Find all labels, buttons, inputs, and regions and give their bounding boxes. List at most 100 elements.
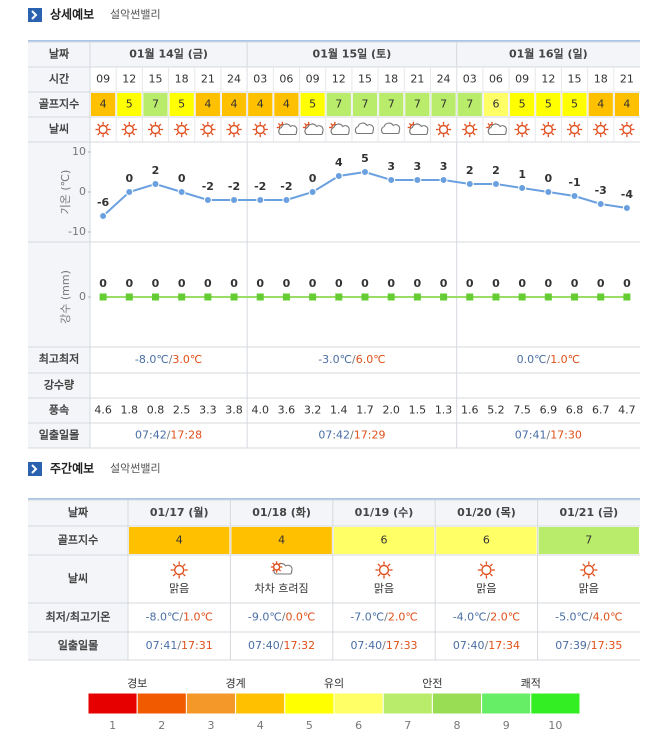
value-label: 0 [492, 277, 500, 290]
sun-core [438, 124, 449, 135]
golf-cell [91, 93, 116, 116]
wind-speed: 3.3 [199, 404, 217, 417]
text-part: 1.0℃ [550, 353, 580, 366]
sun-ray [210, 123, 214, 127]
scale-number: 10 [548, 719, 562, 732]
sun-icon [95, 121, 111, 138]
wind-speed: 4.6 [94, 404, 112, 417]
wind-speed: 3.8 [225, 404, 243, 417]
sun-icon [462, 121, 478, 138]
sun-ray [97, 123, 101, 127]
golf-index: 4 [597, 98, 604, 111]
golf-index: 4 [278, 534, 285, 547]
data-point [334, 172, 343, 180]
wind-speed: 5.2 [487, 404, 505, 417]
sunrise-sunset: 07:40/17:34 [453, 639, 520, 652]
scale-box [481, 692, 532, 715]
y-axis-title: 강수 (mm) [59, 270, 72, 324]
text-part: 07:42 [135, 429, 167, 442]
golf-index: 5 [545, 98, 552, 111]
sun-ray [236, 132, 240, 136]
day-date: 01/20 (목) [457, 506, 516, 519]
time-label: 18 [175, 73, 189, 86]
day-date: 01/19 (수) [355, 506, 414, 519]
sun-ray [582, 573, 586, 577]
row-label: 날짜 [49, 47, 70, 61]
golf-index: 7 [362, 98, 369, 111]
data-point [178, 293, 186, 301]
text-part: / [350, 429, 354, 442]
value-label: -2 [254, 180, 266, 193]
data-point [518, 184, 527, 192]
sun-icon [435, 121, 452, 138]
text-part: / [177, 639, 181, 652]
weather-text: 차차 흐려짐 [255, 582, 309, 595]
sun-core [543, 124, 554, 135]
sun-icon [200, 121, 216, 138]
wind-speed: 4.0 [251, 404, 269, 417]
scale-number: 1 [109, 719, 116, 732]
sun-ray [149, 123, 153, 127]
section-title: 주간예보 [50, 461, 94, 476]
text-part: -4.0℃ [453, 611, 487, 624]
min-max: -8.0℃/3.0℃ [135, 353, 202, 366]
sun-core [272, 563, 281, 571]
sun-ray [516, 132, 520, 136]
text-part: / [589, 611, 593, 624]
scale-box [431, 692, 483, 715]
sun-ray [516, 123, 520, 127]
value-label: 0 [99, 277, 107, 290]
text-part: 17:32 [283, 639, 315, 652]
sun-ray [603, 132, 607, 136]
text-part: 6.0℃ [356, 353, 386, 366]
sunrise-sunset: 07:40/17:33 [350, 639, 417, 652]
sun-ray [542, 132, 546, 136]
golf-cell [143, 93, 168, 116]
sun-ray [184, 123, 188, 127]
golf-index: 5 [126, 98, 133, 111]
value-label: 0 [125, 277, 133, 290]
cloud-shape [409, 123, 429, 136]
sun-ray [621, 132, 624, 136]
golf-index: 4 [204, 98, 211, 111]
min-max: -7.0℃/2.0℃ [350, 611, 417, 624]
section-location: 설악썬밸리 [110, 462, 161, 475]
golf-index: 7 [414, 98, 421, 111]
data-point [387, 176, 396, 184]
sun-ray [551, 123, 555, 127]
sun-ray [272, 562, 275, 565]
golf-index: 4 [100, 98, 107, 111]
sun-ray [330, 123, 333, 126]
row-label: 일출일몰 [39, 428, 79, 442]
sun-ray [158, 132, 162, 136]
golf-cell [195, 93, 220, 116]
sun-core [176, 124, 187, 135]
sun-ray [149, 132, 153, 136]
section-arrow [31, 10, 38, 20]
value-label: 1 [518, 168, 526, 181]
sunrise-sunset: 07:42/17:28 [135, 429, 202, 442]
data-point [177, 188, 186, 196]
sun-icon [580, 561, 598, 579]
data-point [413, 293, 421, 301]
golf-cell [117, 93, 142, 116]
scale-number: 7 [404, 719, 411, 732]
sun-ray [487, 123, 490, 126]
value-label: -2 [202, 180, 214, 193]
wind-speed: 4.7 [618, 404, 636, 417]
scale-number: 5 [306, 719, 313, 732]
value-label: 0 [152, 277, 160, 290]
value-label: 0 [414, 277, 422, 290]
text-part: 07:41 [515, 429, 547, 442]
sun-ray [594, 123, 598, 127]
scale-box [87, 692, 138, 715]
sun-icon [121, 121, 137, 138]
day-date: 01/18 (화) [252, 505, 311, 519]
text-part: / [384, 611, 388, 624]
time-label: 15 [568, 73, 582, 86]
text-part: 0.0℃ [517, 353, 547, 366]
data-point [466, 293, 474, 301]
sun-ray [377, 563, 381, 567]
text-part: 07:40 [453, 639, 485, 652]
